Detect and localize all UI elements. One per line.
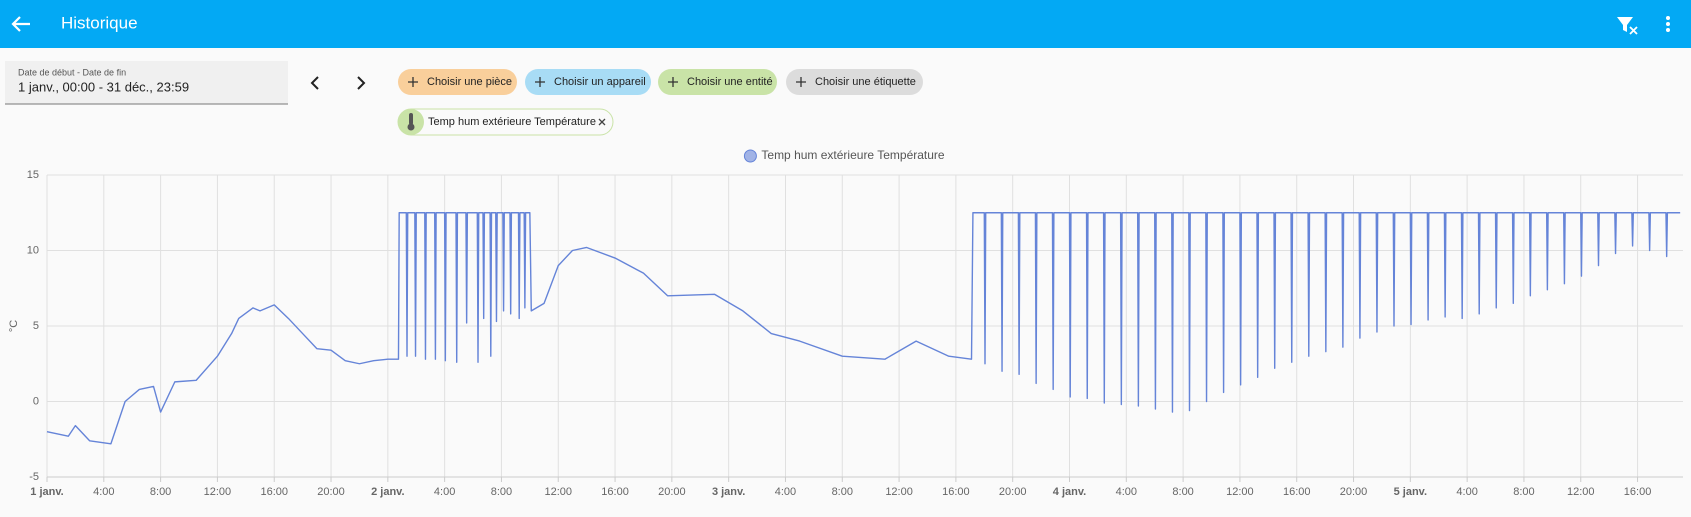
filter-chip[interactable]: Choisir une entité: [658, 69, 777, 95]
x-tick-label: 4 janv.: [1053, 486, 1086, 498]
chip-plus-icon: [408, 77, 418, 87]
back-button[interactable]: [11, 16, 30, 32]
x-tick-label: 4:00: [775, 486, 796, 498]
y-tick-label: -5: [29, 471, 39, 483]
x-tick-label: 4:00: [434, 486, 455, 498]
clear-filter-button[interactable]: [1617, 17, 1638, 35]
y-axis-label: °C: [8, 320, 20, 332]
selected-chip[interactable]: Temp hum extérieure Température: [397, 0, 629, 136]
chip-label: Choisir une étiquette: [815, 76, 916, 88]
menu-button[interactable]: [1666, 16, 1670, 32]
x-tick-label: 16:00: [1283, 486, 1311, 498]
x-tick-label: 8:00: [832, 486, 853, 498]
x-tick-label: 8:00: [1172, 486, 1193, 498]
x-tick-label: 16:00: [942, 486, 970, 498]
x-tick-label: 2 janv.: [371, 486, 404, 498]
legend-marker: [743, 149, 757, 163]
chip-label: Choisir un appareil: [554, 76, 646, 88]
x-tick-label: 3 janv.: [712, 486, 745, 498]
chip-bg: [525, 69, 651, 95]
x-tick-label: 16:00: [260, 486, 288, 498]
x-tick-label: 12:00: [544, 486, 572, 498]
series-line: [46, 212, 1681, 445]
x-tick-label: 20:00: [317, 486, 345, 498]
filter-chip[interactable]: Choisir une pièce: [398, 69, 517, 95]
chip-bg: [658, 69, 777, 95]
y-tick-label: 10: [27, 244, 39, 256]
chip-bg: [786, 69, 923, 95]
x-tick-label: 8:00: [491, 486, 512, 498]
prev-button[interactable]: [310, 76, 319, 90]
selected-chip-label: Temp hum extérieure Température: [428, 116, 596, 128]
x-tick-label: 12:00: [204, 486, 232, 498]
y-tick-label: 15: [27, 169, 39, 181]
date-picker[interactable]: Date de début - Date de fin 1 janv., 00:…: [5, 61, 288, 105]
x-tick-label: 8:00: [1513, 486, 1534, 498]
y-tick-label: 5: [33, 320, 39, 332]
x-tick-label: 1 janv.: [30, 486, 63, 498]
filter-chips: Choisir une pièce Choisir un appareil Choi…: [398, 69, 923, 95]
x-tick-label: 8:00: [150, 486, 171, 498]
x-tick-label: 4:00: [93, 486, 114, 498]
x-tick-label: 4:00: [1116, 486, 1137, 498]
chip-plus-icon: [668, 77, 678, 87]
next-button[interactable]: [357, 76, 366, 90]
x-tick-label: 20:00: [1340, 486, 1368, 498]
legend-label: Temp hum extérieure Température: [761, 148, 945, 162]
chip-label: Choisir une entité: [687, 76, 773, 88]
filter-chip[interactable]: Choisir un appareil: [525, 69, 651, 95]
chip-label: Choisir une pièce: [427, 76, 512, 88]
x-tick-label: 12:00: [1567, 486, 1595, 498]
chip-plus-icon: [796, 77, 806, 87]
date-value: 1 janv., 00:00 - 31 déc., 23:59: [18, 79, 189, 94]
x-tick-label: 12:00: [885, 486, 913, 498]
remove-chip[interactable]: [598, 118, 606, 126]
x-tick-label: 16:00: [1624, 486, 1652, 498]
date-label: Date de début - Date de fin: [18, 67, 126, 77]
x-tick-label: 20:00: [658, 486, 686, 498]
page-title: Historique: [61, 13, 138, 32]
x-tick-label: 4:00: [1456, 486, 1477, 498]
chip-bg: [398, 69, 517, 95]
chip-plus-icon: [535, 77, 545, 87]
app-bar: [0, 0, 1691, 48]
x-tick-label: 5 janv.: [1394, 486, 1427, 498]
y-tick-label: 0: [33, 395, 39, 407]
legend-item[interactable]: Temp hum extérieure Température: [743, 148, 945, 163]
filter-chip[interactable]: Choisir une étiquette: [786, 69, 923, 95]
x-tick-label: 16:00: [601, 486, 629, 498]
x-tick-label: 12:00: [1226, 486, 1254, 498]
x-tick-label: 20:00: [999, 486, 1027, 498]
